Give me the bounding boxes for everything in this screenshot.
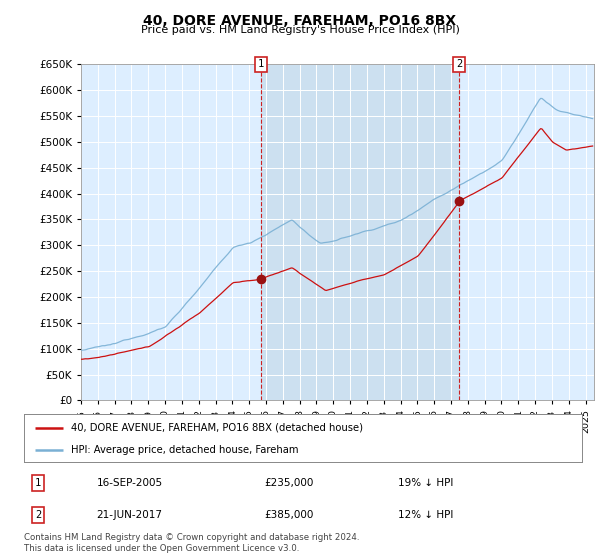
Text: 21-JUN-2017: 21-JUN-2017	[97, 510, 163, 520]
Text: £385,000: £385,000	[264, 510, 313, 520]
Text: 2: 2	[35, 510, 41, 520]
Text: Price paid vs. HM Land Registry's House Price Index (HPI): Price paid vs. HM Land Registry's House …	[140, 25, 460, 35]
Text: 2: 2	[456, 59, 462, 69]
Text: £235,000: £235,000	[264, 478, 313, 488]
Text: HPI: Average price, detached house, Fareham: HPI: Average price, detached house, Fare…	[71, 445, 299, 455]
Text: 19% ↓ HPI: 19% ↓ HPI	[398, 478, 453, 488]
Text: 16-SEP-2005: 16-SEP-2005	[97, 478, 163, 488]
Bar	[261, 64, 459, 400]
Text: 1: 1	[35, 478, 41, 488]
Text: 40, DORE AVENUE, FAREHAM, PO16 8BX: 40, DORE AVENUE, FAREHAM, PO16 8BX	[143, 14, 457, 28]
Text: 1: 1	[258, 59, 264, 69]
Text: 12% ↓ HPI: 12% ↓ HPI	[398, 510, 453, 520]
Text: 40, DORE AVENUE, FAREHAM, PO16 8BX (detached house): 40, DORE AVENUE, FAREHAM, PO16 8BX (deta…	[71, 423, 364, 433]
Text: Contains HM Land Registry data © Crown copyright and database right 2024.
This d: Contains HM Land Registry data © Crown c…	[24, 533, 359, 553]
